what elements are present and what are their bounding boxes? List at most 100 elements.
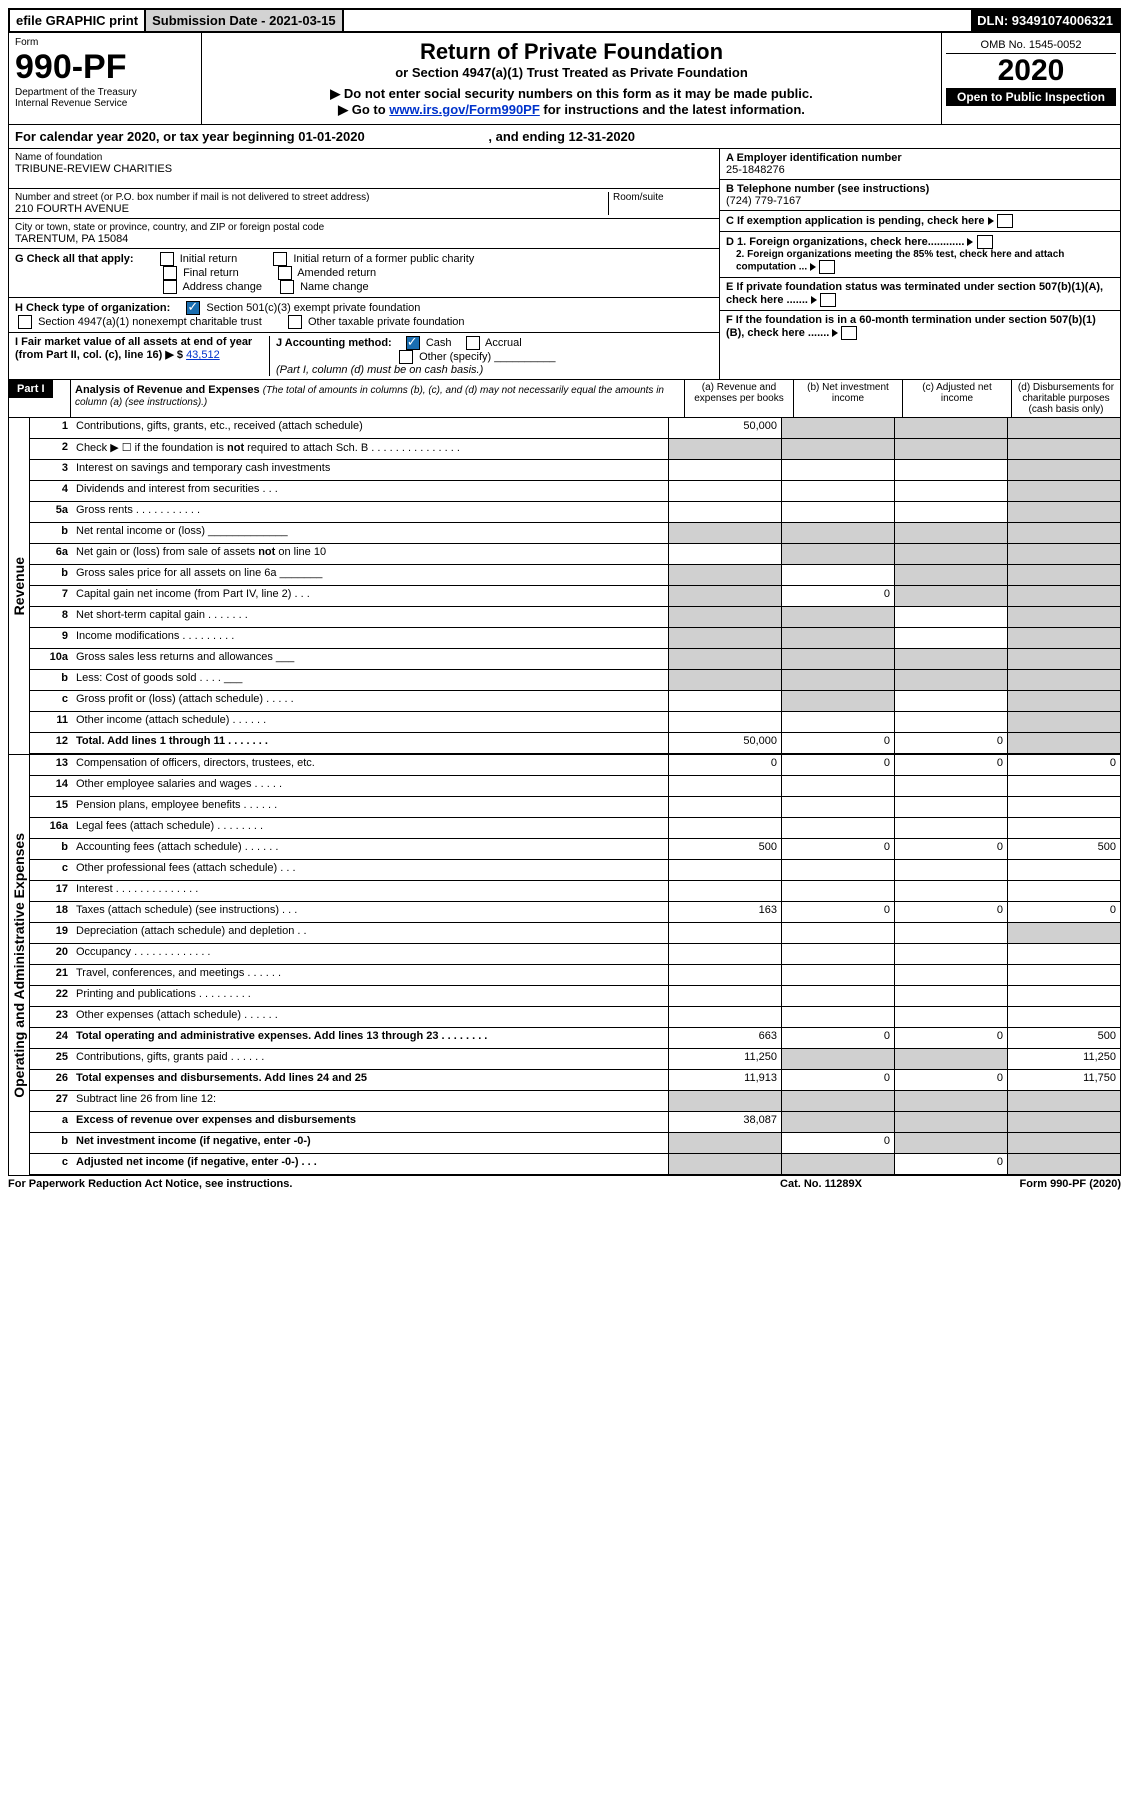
cell xyxy=(1007,986,1120,1006)
cell xyxy=(668,523,781,543)
line-number: 14 xyxy=(30,776,72,796)
cell: 0 xyxy=(668,755,781,775)
cell xyxy=(781,481,894,501)
part1-title: Analysis of Revenue and Expenses xyxy=(75,384,260,396)
line-number: c xyxy=(30,860,72,880)
col-d-head: (d) Disbursements for charitable purpose… xyxy=(1011,380,1120,417)
cell xyxy=(1007,460,1120,480)
revenue-grid: Revenue 1Contributions, gifts, grants, e… xyxy=(8,418,1121,755)
line-desc: Total expenses and disbursements. Add li… xyxy=(72,1070,668,1090)
efile-label[interactable]: efile GRAPHIC print xyxy=(10,10,146,31)
table-row: 16aLegal fees (attach schedule) . . . . … xyxy=(30,818,1120,839)
cell xyxy=(781,776,894,796)
cell: 0 xyxy=(781,586,894,606)
cell xyxy=(668,965,781,985)
table-row: bNet rental income or (loss) ___________… xyxy=(30,523,1120,544)
arrow-icon xyxy=(988,217,994,225)
line-desc: Less: Cost of goods sold . . . . ___ xyxy=(72,670,668,690)
d2-label: 2. Foreign organizations meeting the 85%… xyxy=(736,249,1064,273)
irs-link[interactable]: www.irs.gov/Form990PF xyxy=(389,102,540,117)
cell xyxy=(781,565,894,585)
cell xyxy=(781,923,894,943)
cb-terminated[interactable] xyxy=(820,293,836,307)
cb-address-change[interactable] xyxy=(163,280,177,294)
line-number: 17 xyxy=(30,881,72,901)
table-row: 15Pension plans, employee benefits . . .… xyxy=(30,797,1120,818)
cb-4947[interactable] xyxy=(18,315,32,329)
line-desc: Dividends and interest from securities .… xyxy=(72,481,668,501)
cell xyxy=(668,628,781,648)
cb-other-taxable[interactable] xyxy=(288,315,302,329)
a-label: A Employer identification number xyxy=(726,152,1114,164)
line-number: 26 xyxy=(30,1070,72,1090)
submission-date: Submission Date - 2021-03-15 xyxy=(146,10,344,31)
line-number: 3 xyxy=(30,460,72,480)
col-c-head: (c) Adjusted net income xyxy=(902,380,1011,417)
line-number: 22 xyxy=(30,986,72,1006)
cell xyxy=(668,1154,781,1174)
line-number: 12 xyxy=(30,733,72,753)
cb-initial-return[interactable] xyxy=(160,252,174,266)
cell: 0 xyxy=(781,839,894,859)
cb-60month[interactable] xyxy=(841,326,857,340)
table-row: 27Subtract line 26 from line 12: xyxy=(30,1091,1120,1112)
cb-final-return[interactable] xyxy=(163,266,177,280)
cell xyxy=(894,1091,1007,1111)
cb-former-charity[interactable] xyxy=(273,252,287,266)
line-desc: Compensation of officers, directors, tru… xyxy=(72,755,668,775)
table-row: cOther professional fees (attach schedul… xyxy=(30,860,1120,881)
cb-foreign-org[interactable] xyxy=(977,235,993,249)
cell xyxy=(894,418,1007,438)
cell: 0 xyxy=(781,733,894,753)
line-number: 16a xyxy=(30,818,72,838)
cb-accrual[interactable] xyxy=(466,336,480,350)
line-number: 9 xyxy=(30,628,72,648)
cb-cash[interactable] xyxy=(406,336,420,350)
expenses-side-label: Operating and Administrative Expenses xyxy=(11,833,27,1098)
cb-85pct[interactable] xyxy=(819,260,835,274)
fmv-value[interactable]: 43,512 xyxy=(186,349,220,361)
cell xyxy=(668,649,781,669)
table-row: 20Occupancy . . . . . . . . . . . . . xyxy=(30,944,1120,965)
table-row: 18Taxes (attach schedule) (see instructi… xyxy=(30,902,1120,923)
dln: DLN: 93491074006321 xyxy=(971,10,1119,31)
line-desc: Occupancy . . . . . . . . . . . . . xyxy=(72,944,668,964)
phone: (724) 779-7167 xyxy=(726,195,1114,207)
cb-other-method[interactable] xyxy=(399,350,413,364)
line-desc: Subtract line 26 from line 12: xyxy=(72,1091,668,1111)
cell xyxy=(781,691,894,711)
line-desc: Interest . . . . . . . . . . . . . . xyxy=(72,881,668,901)
top-bar: efile GRAPHIC print Submission Date - 20… xyxy=(8,8,1121,33)
cell xyxy=(781,607,894,627)
cb-name-change[interactable] xyxy=(280,280,294,294)
cell xyxy=(894,986,1007,1006)
cell xyxy=(1007,733,1120,753)
cb-501c3[interactable] xyxy=(186,301,200,315)
line-desc: Net rental income or (loss) ____________… xyxy=(72,523,668,543)
cell: 0 xyxy=(894,1154,1007,1174)
line-desc: Check ▶ ☐ if the foundation is not requi… xyxy=(72,439,668,459)
cell xyxy=(1007,1133,1120,1153)
cell xyxy=(894,712,1007,732)
street-address: 210 FOURTH AVENUE xyxy=(15,203,608,215)
cell xyxy=(781,860,894,880)
cell: 0 xyxy=(781,1133,894,1153)
cell xyxy=(1007,502,1120,522)
cell: 0 xyxy=(894,839,1007,859)
e-label: E If private foundation status was termi… xyxy=(726,281,1103,306)
cb-amended[interactable] xyxy=(278,266,292,280)
cell xyxy=(668,1007,781,1027)
name-label: Name of foundation xyxy=(15,152,713,163)
arrow-icon xyxy=(811,296,817,304)
cell xyxy=(894,691,1007,711)
cell: 500 xyxy=(1007,839,1120,859)
cell: 0 xyxy=(781,1070,894,1090)
cb-exemption-pending[interactable] xyxy=(997,214,1013,228)
expenses-grid: Operating and Administrative Expenses 13… xyxy=(8,755,1121,1176)
line-desc: Legal fees (attach schedule) . . . . . .… xyxy=(72,818,668,838)
line-number: 7 xyxy=(30,586,72,606)
line-number: b xyxy=(30,670,72,690)
dept-label: Department of the Treasury xyxy=(15,87,195,98)
cell xyxy=(894,923,1007,943)
cell xyxy=(894,1112,1007,1132)
